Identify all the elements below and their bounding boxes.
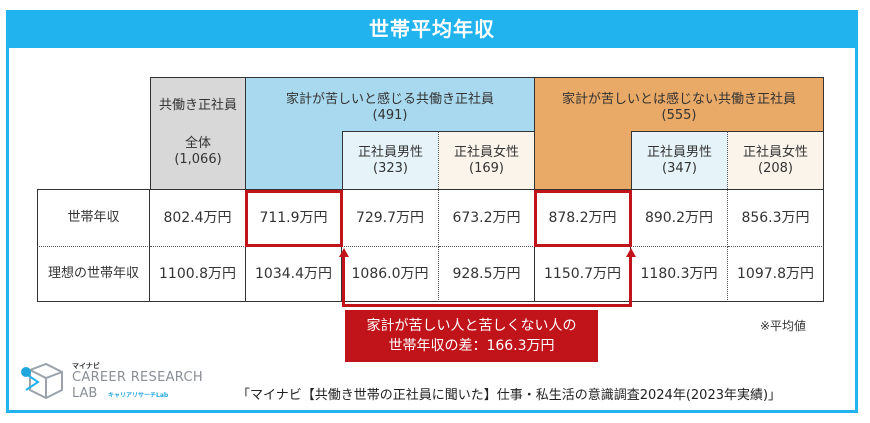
header-label: 正社員男性 [357,144,423,160]
header-n: (208) [758,160,793,176]
table-cell: 1034.4万円 [246,247,342,302]
bracket-right-line [629,255,632,307]
row-label-income: 世帯年収 [37,189,150,247]
table-cell: 1180.3万円 [631,247,728,302]
header-n: (323) [373,160,408,176]
bracket-bottom-line [342,304,632,307]
average-note: ※平均値 [760,319,807,333]
callout-line1: 家計が苦しい人と苦しくない人の [366,318,577,334]
logo-line1: CAREER RESEARCH [72,370,203,385]
cube-logo-icon [21,362,63,400]
header-struggling-n: (491) [372,108,408,123]
header-struggling-group: 家計が苦しいと感じる共働き正社員 [285,92,494,107]
bracket-left-line [342,255,345,307]
table-cell: 673.2万円 [439,189,535,247]
header-all: 共働き正社員 全体 (1,066) [150,77,246,189]
header-all-group: 共働き正社員 [158,98,237,113]
career-research-lab-logo: マイナビ CAREER RESEARCH LAB キャリアリサーチLab [18,360,208,404]
table-cell: 729.7万円 [342,189,439,247]
table-cell: 890.2万円 [631,189,728,247]
header-not-struggling-male: 正社員男性 (347) [631,131,728,189]
highlight-not-struggling-income [534,190,632,247]
table-cell: 802.4万円 [150,189,246,247]
header-struggling-female: 正社員女性 (169) [439,131,535,189]
table-cell: 1097.8万円 [728,247,824,302]
arrow-up-icon [625,248,636,257]
logo-line2: LAB [72,386,98,401]
header-not-struggling-female: 正社員女性 (208) [728,131,824,189]
table-cell: 1100.8万円 [150,247,246,302]
header-not-struggling-n: (555) [661,108,697,123]
header-n: (347) [662,160,697,176]
header-not-struggling-group: 家計が苦しいとは感じない共働き正社員 [561,92,796,107]
highlight-struggling-income [245,190,343,247]
header-struggling-male: 正社員男性 (323) [342,131,439,189]
callout-line2: 世帯年収の差：166.3万円 [388,338,555,354]
table-cell: 928.5万円 [439,247,535,302]
table-cell: 856.3万円 [728,189,824,247]
table-cell: 1086.0万円 [342,247,439,302]
header-all-n: (1,066) [174,152,222,167]
table-cell: 1150.7万円 [535,247,631,302]
difference-callout: 家計が苦しい人と苦しくない人の 世帯年収の差：166.3万円 [345,310,598,362]
header-label: 正社員女性 [453,144,519,160]
header-label: 正社員男性 [646,144,712,160]
arrow-up-icon [338,248,349,257]
page-title: 世帯平均年収 [6,10,858,48]
row-label-ideal-income: 理想の世帯年収 [37,247,150,302]
header-label: 正社員女性 [742,144,808,160]
header-n: (169) [469,160,504,176]
logo-sub: キャリアリサーチLab [108,392,169,399]
header-all-label: 全体 [184,136,211,151]
logo-small-text: マイナビ [72,362,100,370]
source-citation: 「マイナビ【共働き世帯の正社員に聞いた】仕事・私生活の意識調査2024年(202… [237,388,782,403]
